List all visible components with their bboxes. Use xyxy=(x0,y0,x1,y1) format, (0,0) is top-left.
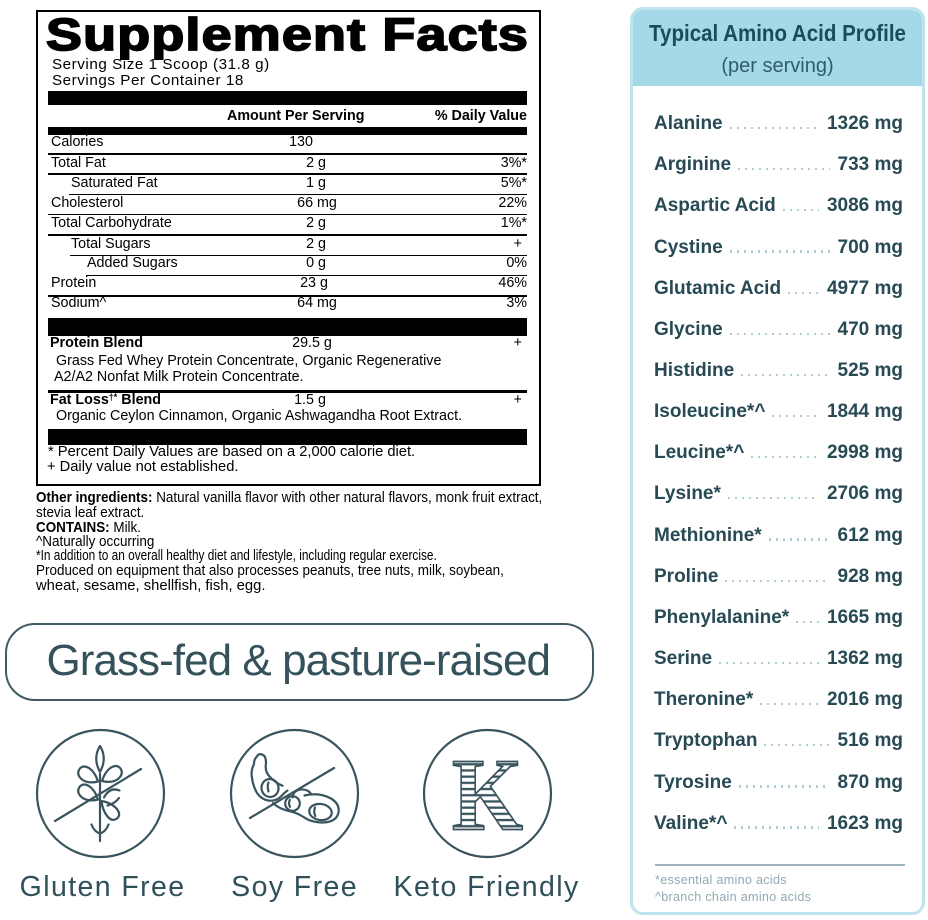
svg-text:K: K xyxy=(452,738,523,853)
